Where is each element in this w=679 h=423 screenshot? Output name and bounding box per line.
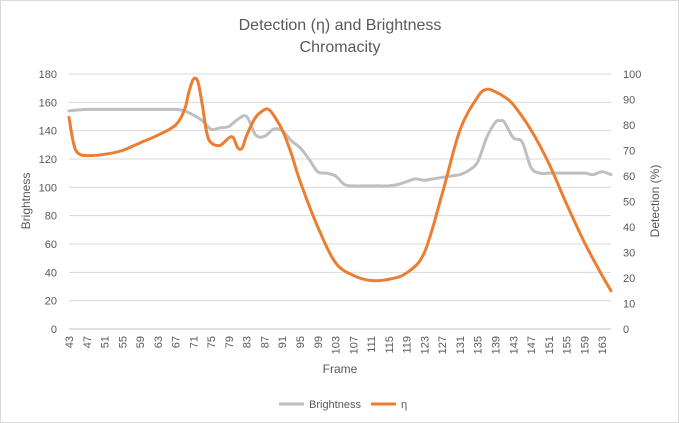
series-layer: [67, 76, 613, 293]
x-tick-label: 111: [366, 336, 378, 353]
x-tick-label: 139: [490, 336, 502, 354]
right-tick-label: 50: [623, 197, 635, 209]
right-tick-label: 30: [623, 248, 635, 260]
right-axis-ticks: 0 10 20 30 40 50 60 70 80 90 100: [623, 69, 641, 336]
x-tick-label: 67: [171, 336, 183, 348]
left-tick-label: 40: [45, 267, 57, 279]
x-tick-label: 83: [242, 336, 254, 348]
x-tick-label: 75: [206, 336, 218, 348]
left-tick-label: 60: [45, 239, 57, 251]
left-tick-label: 180: [39, 69, 57, 81]
y-right-axis-title: Detection (%): [648, 165, 662, 238]
left-tick-label: 0: [51, 324, 57, 336]
right-tick-label: 70: [623, 146, 635, 158]
left-axis-ticks: 0 20 40 60 80 100 120 140 160 180: [39, 69, 57, 336]
x-tick-label: 43: [64, 336, 76, 348]
x-tick-label: 51: [100, 336, 112, 348]
legend-label-brightness: Brightness: [309, 399, 361, 411]
x-tick-label: 123: [419, 336, 431, 354]
x-tick-label: 55: [117, 336, 129, 348]
right-tick-label: 40: [623, 222, 635, 234]
legend-label-eta: η: [401, 399, 407, 411]
x-tick-label: 91: [277, 336, 289, 348]
series-line-eta: [67, 76, 613, 293]
series-line-brightness: [67, 107, 613, 188]
right-tick-label: 90: [623, 95, 635, 107]
x-tick-label: 127: [437, 336, 449, 354]
x-tick-label: 87: [259, 336, 271, 348]
left-tick-label: 160: [39, 97, 57, 109]
left-tick-label: 20: [45, 296, 57, 308]
x-axis-title: Frame: [323, 362, 358, 376]
x-tick-label: 155: [562, 336, 574, 354]
right-tick-label: 10: [623, 299, 635, 311]
x-tick-label: 163: [597, 336, 609, 354]
x-tick-label: 59: [135, 336, 147, 348]
legend: Brightness η: [279, 399, 407, 411]
x-tick-label: 47: [82, 336, 94, 348]
chart-subtitle: Chromacity: [300, 39, 381, 56]
right-tick-label: 0: [623, 324, 629, 336]
y-left-axis-title: Brightness: [19, 173, 33, 230]
x-tick-label: 115: [384, 336, 396, 354]
x-tick-label: 147: [526, 336, 538, 354]
x-tick-label: 119: [402, 336, 414, 354]
x-tick-label: 95: [295, 336, 307, 348]
left-tick-label: 80: [45, 211, 57, 223]
x-tick-label: 107: [348, 336, 360, 354]
x-tick-label: 71: [188, 336, 200, 348]
left-tick-label: 100: [39, 182, 57, 194]
right-tick-label: 100: [623, 69, 641, 81]
left-tick-label: 120: [39, 154, 57, 166]
gridlines: [69, 73, 611, 302]
x-tick-label: 63: [153, 336, 165, 348]
left-tick-label: 140: [39, 126, 57, 138]
x-tick-label: 79: [224, 336, 236, 348]
x-tick-label: 131: [455, 336, 467, 354]
x-axis-ticks: 43 47 51 55 59 63 67 71 75 79 83 87 91 95 99 103 107 111 1…: [64, 336, 609, 354]
right-tick-label: 20: [623, 273, 635, 285]
x-tick-label: 159: [579, 336, 591, 354]
x-tick-label: 135: [473, 336, 485, 354]
right-tick-label: 80: [623, 120, 635, 132]
x-tick-label: 151: [544, 336, 556, 354]
chart-title: Detection (η) and Brightness: [239, 17, 442, 34]
right-tick-label: 60: [623, 171, 635, 183]
x-tick-label: 143: [508, 336, 520, 354]
x-tick-label: 103: [331, 336, 343, 354]
x-tick-label: 99: [313, 336, 325, 348]
